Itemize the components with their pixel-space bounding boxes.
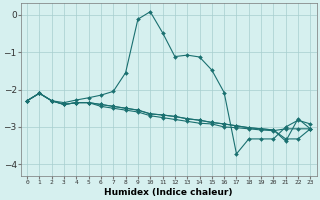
X-axis label: Humidex (Indice chaleur): Humidex (Indice chaleur) [104, 188, 233, 197]
